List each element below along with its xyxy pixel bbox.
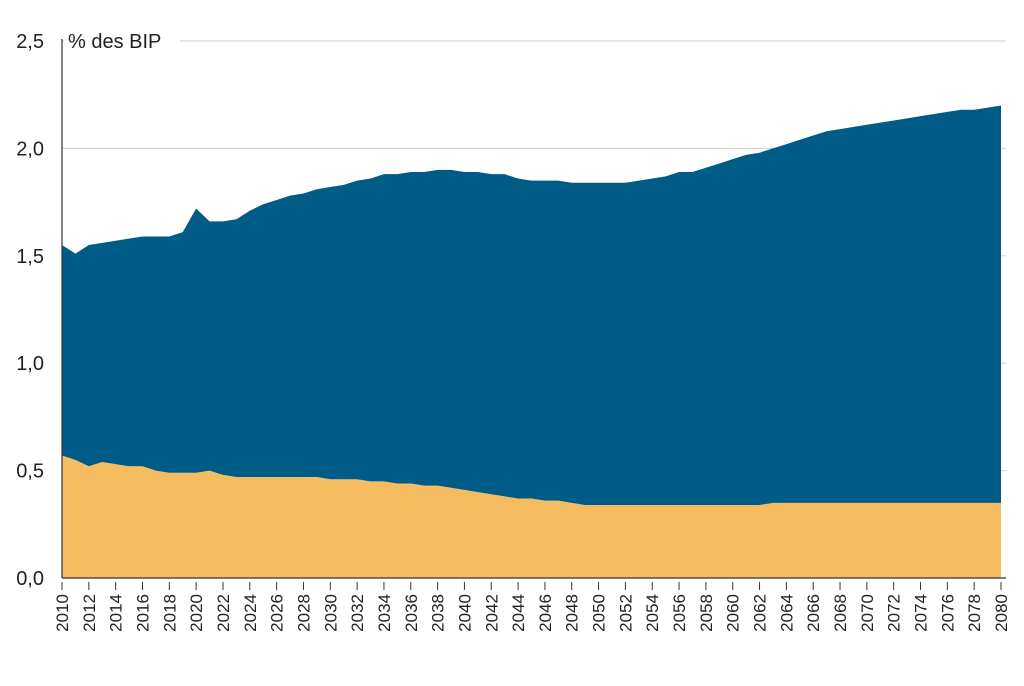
x-tick-labels: 2010 2012 2014 2016 2018 2020 2022 2024 2026 2028… xyxy=(53,594,1011,632)
area-series1 xyxy=(62,455,1001,578)
y-tick-label: 0,0 xyxy=(16,568,44,590)
y-unit-label: % des BIP xyxy=(68,31,161,53)
x-tick-label: 2018 xyxy=(160,594,179,632)
x-tick-label: 2024 xyxy=(241,594,260,632)
x-tick-label: 2032 xyxy=(348,594,367,632)
x-tick-label: 2028 xyxy=(294,594,313,632)
y-tick-label: 1,5 xyxy=(16,246,44,268)
x-tick-label: 2012 xyxy=(80,594,99,632)
y-tick-label: 2,0 xyxy=(16,138,44,160)
x-tick-label: 2062 xyxy=(751,594,770,632)
x-tick-label: 2030 xyxy=(321,594,340,632)
y-tick-labels: 0,0 0,5 1,0 1,5 2,0 2,5 xyxy=(16,31,44,590)
x-tick-label: 2050 xyxy=(590,594,609,632)
x-tick-label: 2052 xyxy=(616,594,635,632)
x-tick-label: 2072 xyxy=(885,594,904,632)
x-tick-label: 2034 xyxy=(375,594,394,632)
x-tick-label: 2070 xyxy=(858,594,877,632)
x-tick-label: 2048 xyxy=(563,594,582,632)
unit-label-background xyxy=(64,30,180,54)
x-tick-label: 2016 xyxy=(133,594,152,632)
x-tick-label: 2036 xyxy=(402,594,421,632)
x-tick-label: 2058 xyxy=(697,594,716,632)
x-tick-label: 2064 xyxy=(777,594,796,632)
x-tick-label: 2074 xyxy=(912,594,931,632)
x-tick-label: 2014 xyxy=(107,594,126,632)
x-tick-label: 2068 xyxy=(831,594,850,632)
y-tick-label: 0,5 xyxy=(16,461,44,483)
x-tick-label: 2026 xyxy=(268,594,287,632)
y-tick-label: 2,5 xyxy=(16,31,44,53)
area-series2 xyxy=(62,105,1001,505)
x-tick-label: 2010 xyxy=(53,594,72,632)
x-tick-label: 2020 xyxy=(187,594,206,632)
x-tick-label: 2044 xyxy=(509,594,528,632)
area-series-group xyxy=(62,105,1001,578)
x-tick-label: 2080 xyxy=(992,594,1011,632)
y-tick-label: 1,0 xyxy=(16,353,44,375)
x-tick-label: 2076 xyxy=(938,594,957,632)
x-tick-label: 2042 xyxy=(482,594,501,632)
x-tick-label: 2078 xyxy=(965,594,984,632)
x-tick-label: 2060 xyxy=(724,594,743,632)
x-tick-label: 2038 xyxy=(429,594,448,632)
axes xyxy=(61,39,1006,590)
x-tick-label: 2056 xyxy=(670,594,689,632)
x-tick-label: 2040 xyxy=(455,594,474,632)
x-tick-label: 2054 xyxy=(643,594,662,632)
x-tick-label: 2022 xyxy=(214,594,233,632)
x-tick-label: 2046 xyxy=(536,594,555,632)
x-tick-label: 2066 xyxy=(804,594,823,632)
